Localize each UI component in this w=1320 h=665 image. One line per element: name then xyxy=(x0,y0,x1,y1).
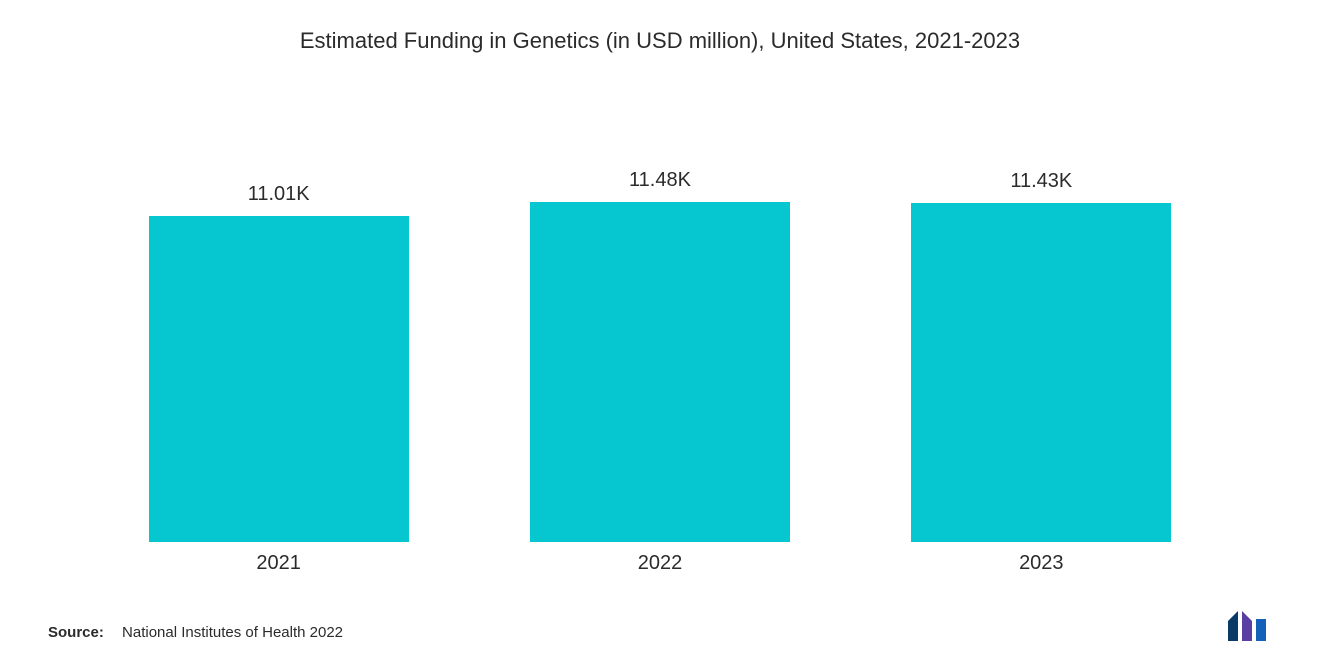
xlabel-0: 2021 xyxy=(149,552,409,575)
source-text: National Institutes of Health 2022 xyxy=(122,624,343,641)
source-label: Source: xyxy=(48,624,104,641)
mordor-logo-icon xyxy=(1226,609,1280,643)
bar-group-2: 11.43K xyxy=(911,170,1171,542)
bar-2 xyxy=(911,203,1171,542)
value-label-0: 11.01K xyxy=(248,183,310,206)
x-axis: 2021 2022 2023 xyxy=(48,542,1272,575)
value-label-1: 11.48K xyxy=(629,169,691,192)
value-label-2: 11.43K xyxy=(1010,170,1072,193)
source-footer: Source: National Institutes of Health 20… xyxy=(48,624,343,641)
chart-container: Estimated Funding in Genetics (in USD mi… xyxy=(0,0,1320,665)
xlabel-1: 2022 xyxy=(530,552,790,575)
chart-title: Estimated Funding in Genetics (in USD mi… xyxy=(48,28,1272,54)
plot-area: 11.01K 11.48K 11.43K xyxy=(48,112,1272,542)
bar-group-0: 11.01K xyxy=(149,183,409,542)
bar-0 xyxy=(149,216,409,542)
xlabel-2: 2023 xyxy=(911,552,1171,575)
bar-1 xyxy=(530,202,790,542)
bar-group-1: 11.48K xyxy=(530,169,790,542)
